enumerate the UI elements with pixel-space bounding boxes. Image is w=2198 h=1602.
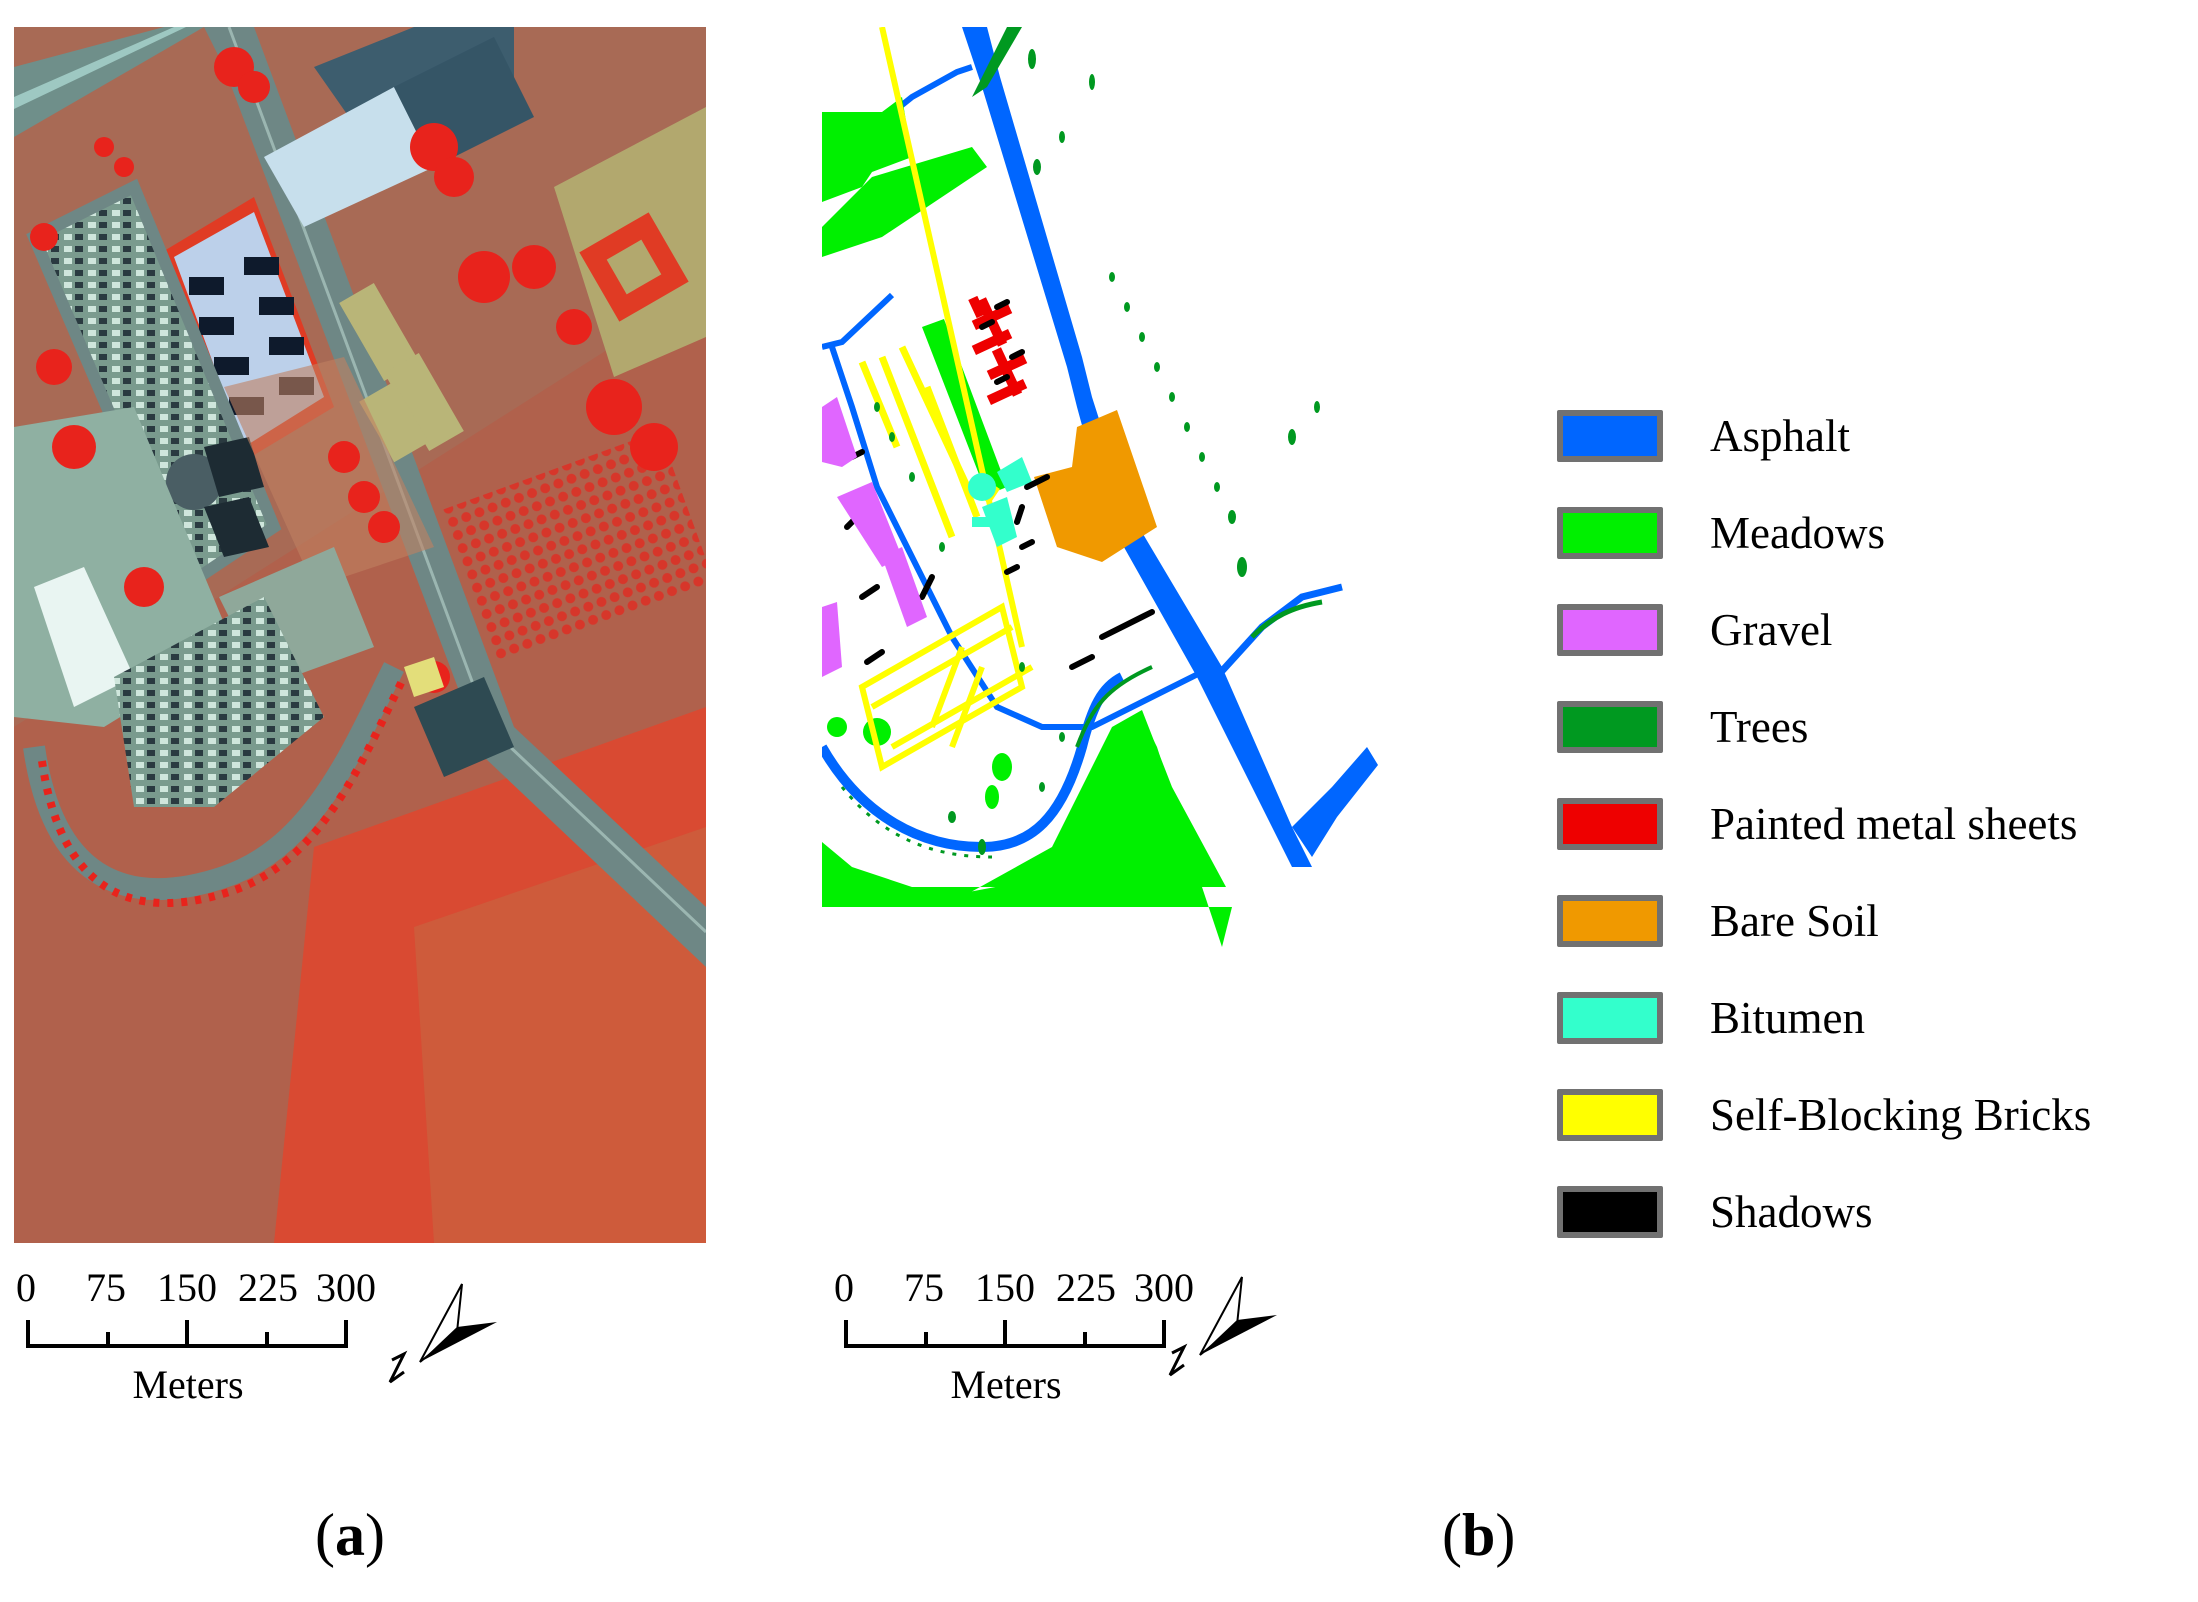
legend-item-bitumen: Bitumen (1557, 992, 2197, 1056)
scale-bar-a: 0 75 150 225 300 Meters (16, 1265, 376, 1408)
legend-swatch (1557, 410, 1663, 462)
legend-label: Bare Soil (1710, 896, 1879, 946)
legend-swatch (1557, 701, 1663, 753)
ground-truth-map (822, 27, 1512, 1243)
legend-label: Bitumen (1710, 993, 1865, 1043)
scale-tick-label: 0 (834, 1265, 854, 1310)
legend-label: Gravel (1710, 605, 1833, 655)
scale-bar-line (26, 1320, 348, 1348)
scale-tick-label: 0 (16, 1265, 36, 1310)
panel-caption-a: (a) (315, 1495, 385, 1575)
legend-swatch (1557, 798, 1663, 850)
legend-label: Trees (1710, 702, 1809, 752)
false-color-image (14, 27, 706, 1243)
classification-map-graphic (822, 27, 1512, 1243)
aerial-image-graphic (14, 27, 706, 1243)
legend-swatch (1557, 895, 1663, 947)
legend-item-gravel: Gravel (1557, 604, 2197, 668)
caption-letter: b (1461, 1502, 1496, 1568)
scale-bar-line (844, 1320, 1166, 1348)
legend-item-meadows: Meadows (1557, 507, 2197, 571)
legend-item-trees: Trees (1557, 701, 2197, 765)
caption-paren-open: ( (315, 1502, 335, 1568)
legend-item-shadows: Shadows (1557, 1186, 2197, 1250)
scale-tick-label: 225 (238, 1265, 298, 1310)
scale-ticks: 0 75 150 225 300 (16, 1265, 376, 1310)
legend-item-painted-metal-sheets: Painted metal sheets (1557, 798, 2197, 862)
north-arrow-b (1162, 1265, 1282, 1385)
scale-tick-label: 150 (975, 1265, 1035, 1310)
scale-tick-label: 225 (1056, 1265, 1116, 1310)
legend-swatch (1557, 604, 1663, 656)
legend-label: Asphalt (1710, 411, 1850, 461)
scale-tick-label: 150 (157, 1265, 217, 1310)
caption-paren-open: ( (1442, 1502, 1462, 1568)
scale-tick-label: 300 (1134, 1265, 1194, 1310)
legend-swatch (1557, 1186, 1663, 1238)
scale-tick-label: 75 (904, 1265, 944, 1310)
legend-swatch (1557, 507, 1663, 559)
legend-item-bare-soil: Bare Soil (1557, 895, 2197, 959)
scale-ticks: 0 75 150 225 300 (834, 1265, 1194, 1310)
scale-bar-b: 0 75 150 225 300 Meters (834, 1265, 1194, 1408)
legend-label: Shadows (1710, 1187, 1873, 1237)
north-arrow-icon (388, 1283, 497, 1384)
north-arrow-icon (1168, 1276, 1277, 1377)
panel-caption-b: (b) (1442, 1495, 1515, 1575)
legend-label: Self-Blocking Bricks (1710, 1090, 2092, 1140)
caption-paren-close: ) (364, 1502, 385, 1568)
scale-unit-label: Meters (132, 1362, 244, 1407)
caption-letter: a (334, 1502, 365, 1568)
scale-unit-label: Meters (950, 1362, 1062, 1407)
north-arrow-a (382, 1272, 502, 1392)
legend-label: Meadows (1710, 508, 1885, 558)
legend-item-self-blocking-bricks: Self-Blocking Bricks (1557, 1089, 2197, 1153)
scale-tick-label: 75 (86, 1265, 126, 1310)
legend-label: Painted metal sheets (1710, 799, 2078, 849)
legend-swatch (1557, 1089, 1663, 1141)
scale-tick-label: 300 (316, 1265, 376, 1310)
legend-item-asphalt: Asphalt (1557, 410, 2197, 474)
legend-swatch (1557, 992, 1663, 1044)
caption-paren-close: ) (1495, 1502, 1516, 1568)
